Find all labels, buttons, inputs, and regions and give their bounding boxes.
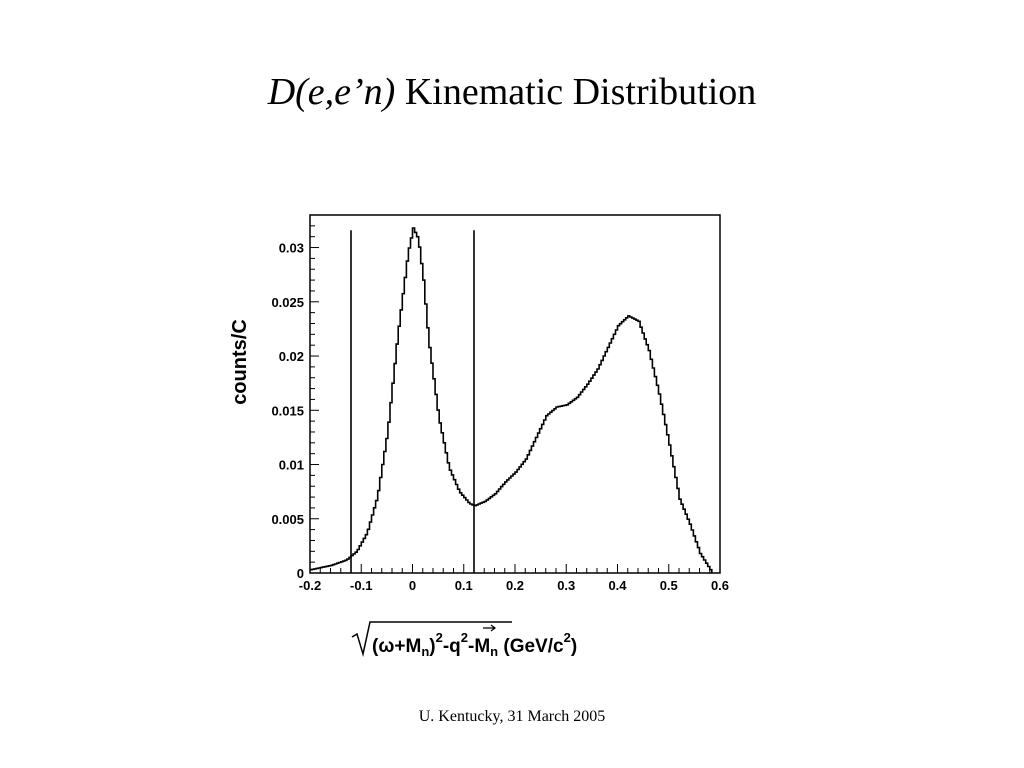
x-axis-ticks: -0.2 -0.1 0 0.1 0.2 0.3 0.4 0.5 0.6 — [299, 564, 729, 593]
x-tick-label: -0.1 — [350, 578, 372, 593]
x-tick-label: 0 — [409, 578, 416, 593]
footer: U. Kentucky, 31 March 2005 — [418, 708, 606, 725]
x-tick-label: 0.3 — [557, 578, 575, 593]
x-tick-label: 0.5 — [660, 578, 678, 593]
slide-title-italic: D(e,e’n) — [267, 71, 396, 113]
slide-title-rest: Kinematic Distribution — [395, 71, 757, 113]
x-tick-label: 0.6 — [711, 578, 729, 593]
histogram-series-line — [310, 227, 713, 573]
y-tick-label: 0.02 — [279, 349, 304, 364]
x-tick-label: 0.4 — [608, 578, 627, 593]
x-axis-label-text: (ω+Mn)2-q2-Mn (GeV/c2) — [372, 630, 577, 659]
slide-title: D(e,e’n) Kinematic Distribution — [0, 70, 1024, 116]
y-tick-label: 0.01 — [279, 458, 304, 473]
y-tick-label: 0.025 — [271, 295, 304, 310]
y-axis-label: counts/C — [229, 319, 251, 405]
x-tick-label: 0.2 — [506, 578, 524, 593]
y-axis-ticks: 0 0.005 0.01 0.015 0.02 0.025 0.03 — [271, 214, 319, 581]
cut-lines — [350, 230, 475, 573]
x-axis-label: (ω+Mn)2-q2-Mn (GeV/c2) — [351, 621, 577, 659]
y-tick-label: 0.005 — [271, 512, 304, 527]
sqrt-sign — [351, 621, 512, 657]
y-tick-label: 0.015 — [271, 403, 304, 418]
x-tick-label: 0.1 — [455, 578, 473, 593]
vector-arrow — [483, 624, 496, 632]
x-tick-label: -0.2 — [299, 578, 321, 593]
y-tick-label: 0.03 — [279, 241, 304, 256]
y-tick-label: 0 — [297, 566, 304, 581]
